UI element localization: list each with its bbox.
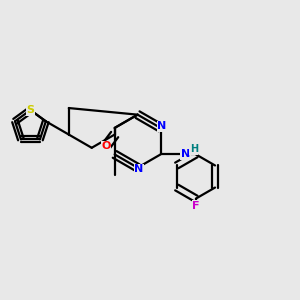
Text: H: H bbox=[190, 144, 198, 154]
Text: N: N bbox=[181, 149, 190, 159]
Text: N: N bbox=[134, 164, 144, 174]
Text: N: N bbox=[158, 122, 167, 131]
Text: O: O bbox=[101, 141, 110, 151]
Text: F: F bbox=[192, 201, 200, 211]
Text: S: S bbox=[26, 105, 34, 115]
